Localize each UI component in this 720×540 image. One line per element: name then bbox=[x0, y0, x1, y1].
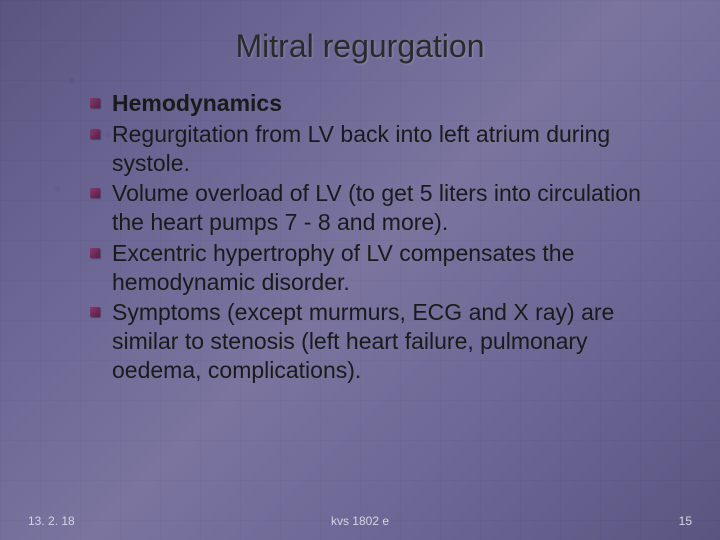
bullet-text: Symptoms (except murmurs, ECG and X ray)… bbox=[112, 299, 614, 383]
bullet-text: Regurgitation from LV back into left atr… bbox=[112, 121, 610, 176]
footer-code: kvs 1802 e bbox=[331, 514, 389, 528]
slide-content: Hemodynamics Regurgitation from LV back … bbox=[0, 89, 720, 385]
footer-page-number: 15 bbox=[679, 514, 692, 528]
slide-footer: 13. 2. 18 kvs 1802 e 15 bbox=[0, 514, 720, 528]
bullet-item: Hemodynamics bbox=[90, 89, 660, 118]
slide-container: Mitral regurgation Hemodynamics Regurgit… bbox=[0, 0, 720, 540]
bullet-item: Symptoms (except murmurs, ECG and X ray)… bbox=[90, 298, 660, 384]
bullet-text: Excentric hypertrophy of LV compensates … bbox=[112, 240, 574, 295]
bullet-item: Regurgitation from LV back into left atr… bbox=[90, 120, 660, 178]
slide-title: Mitral regurgation bbox=[0, 0, 720, 89]
bullet-item: Excentric hypertrophy of LV compensates … bbox=[90, 239, 660, 297]
footer-date: 13. 2. 18 bbox=[28, 514, 75, 528]
bullet-item: Volume overload of LV (to get 5 liters i… bbox=[90, 179, 660, 237]
bullet-text: Volume overload of LV (to get 5 liters i… bbox=[112, 180, 641, 235]
bullet-text: Hemodynamics bbox=[112, 90, 282, 116]
